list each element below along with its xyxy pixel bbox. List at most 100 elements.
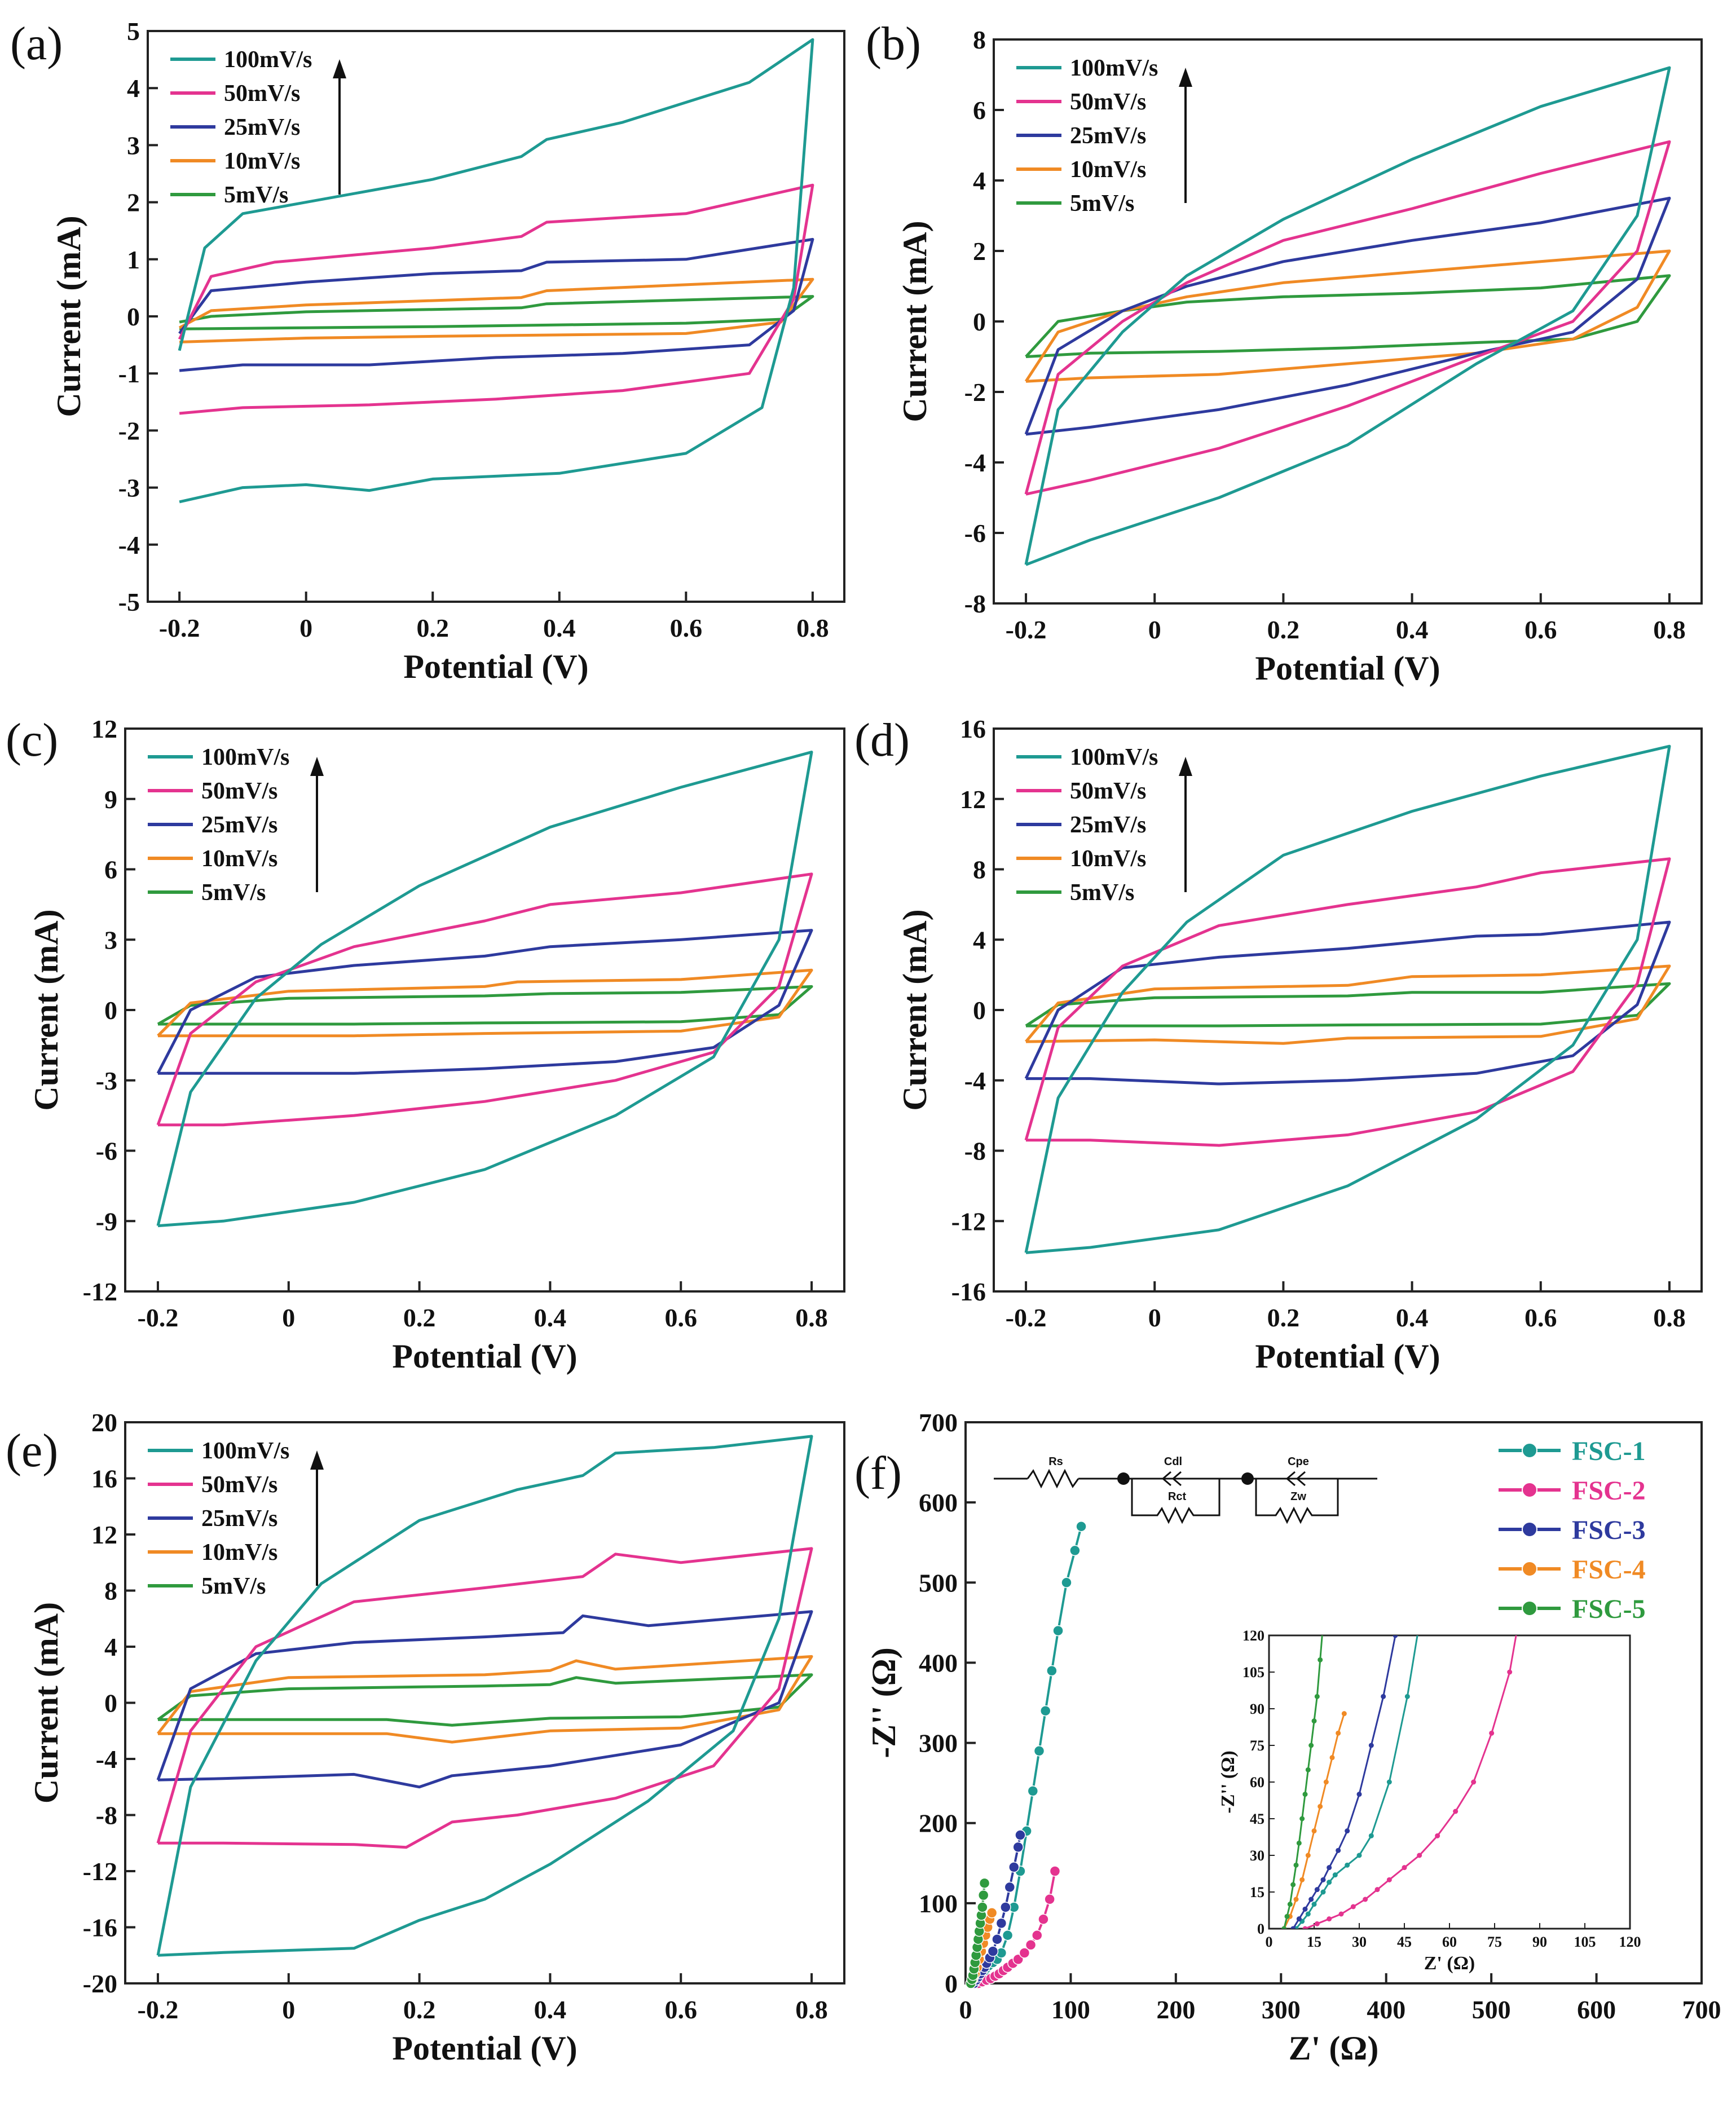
y-tick-label: 0 (973, 307, 986, 336)
y-tick-label: -3 (96, 1066, 117, 1095)
legend-label: 10mV/s (1070, 846, 1146, 872)
inset-line-FSC-5 (1283, 1635, 1323, 1929)
nyquist-point (977, 1889, 989, 1901)
legend-label: 5mV/s (1070, 191, 1134, 217)
inset-point (1363, 1897, 1368, 1902)
legend-label: 100mV/s (224, 47, 312, 73)
inset-point (1284, 1913, 1290, 1919)
y-tick-label: 8 (973, 855, 986, 884)
panel-label: (d) (854, 714, 910, 766)
legend-label: 100mV/s (201, 744, 289, 770)
inset-point (1522, 1584, 1527, 1589)
legend-label: 10mV/s (1070, 157, 1146, 183)
capacitor-cdl (1162, 1471, 1182, 1487)
y-tick-label: -4 (118, 531, 140, 559)
x-tick-label: 0.6 (670, 614, 703, 642)
inset-x-tick-label: 120 (1619, 1934, 1641, 1950)
inset-point (1287, 1902, 1293, 1907)
x-tick-label: 600 (1577, 1995, 1616, 2024)
inset-point (1356, 1853, 1362, 1858)
y-tick-label: 2 (127, 188, 140, 217)
x-axis-label: Potential (V) (392, 1338, 577, 1375)
x-tick-label: 0.6 (1524, 615, 1557, 644)
legend-label: 50mV/s (1070, 778, 1146, 804)
inset-point (1299, 1816, 1305, 1822)
y-axis-label: Current (mA) (28, 909, 65, 1110)
nyquist-point (1019, 1947, 1030, 1959)
x-tick-label: 700 (1682, 1995, 1721, 2024)
inset-point (1393, 1635, 1398, 1638)
inset-point (1329, 1755, 1335, 1761)
cv-curve-100mV/s (156, 751, 813, 1228)
arrow-head (1179, 68, 1192, 87)
inset-y-tick-label: 0 (1257, 1921, 1264, 1937)
cv-curve-50mV/s (178, 183, 814, 415)
cv-curve-10mV/s (157, 968, 813, 1038)
inset-point (1281, 1926, 1287, 1929)
inset-x-tick-label: 105 (1574, 1934, 1596, 1950)
inset-point (1311, 1902, 1317, 1907)
inset-point (1321, 1621, 1326, 1626)
nyquist-point (1044, 1894, 1055, 1905)
x-tick-label: 0 (299, 614, 312, 642)
inset-point (1356, 1792, 1362, 1797)
x-axis-label: Potential (V) (1255, 650, 1440, 687)
y-tick-label: 2 (973, 237, 986, 266)
x-tick-label: 300 (1262, 1995, 1301, 2024)
inset-point (1453, 1809, 1459, 1814)
y-tick-label: 8 (104, 1577, 117, 1606)
cv-curve-10mV/s (178, 277, 814, 343)
x-tick-label: 0.8 (1653, 1303, 1686, 1332)
legend-label: 25mV/s (201, 812, 277, 838)
inset-point (1368, 1833, 1374, 1838)
x-tick-label: 0.2 (403, 1995, 436, 2024)
plot-frame (964, 1421, 1703, 1984)
y-tick-label: 700 (919, 1408, 958, 1437)
y-tick-label: 6 (104, 855, 117, 884)
x-tick-label: -0.2 (1006, 1303, 1047, 1332)
y-tick-label: -8 (964, 1137, 986, 1166)
y-tick-label: -9 (96, 1207, 117, 1236)
nyquist-point (1049, 1866, 1061, 1877)
y-tick-label: 100 (919, 1889, 958, 1918)
inset-x-tick-label: 75 (1487, 1934, 1502, 1950)
inset-point (1305, 1767, 1311, 1772)
circuit-label: Rs (1048, 1456, 1063, 1468)
x-tick-label: 0.4 (1396, 1303, 1429, 1332)
x-tick-label: 0.8 (796, 614, 829, 642)
x-tick-label: 0.4 (543, 614, 576, 642)
legend-label: FSC-5 (1572, 1594, 1646, 1624)
nyquist-point (1033, 1745, 1045, 1757)
legend-label: 25mV/s (1070, 812, 1146, 838)
inset-point (1471, 1779, 1477, 1785)
inset-point (1405, 1572, 1410, 1577)
nyquist-point (1076, 1521, 1087, 1532)
inset-point (1332, 1872, 1338, 1878)
y-tick-label: 0 (104, 996, 117, 1025)
cv-curve-25mV/s (178, 237, 814, 372)
inset-point (1489, 1730, 1495, 1736)
inset-x-axis-label: Z' (Ω) (1424, 1953, 1475, 1974)
legend-label: FSC-1 (1572, 1436, 1646, 1466)
cv-curve-25mV/s (156, 929, 813, 1075)
y-tick-label: 0 (945, 1969, 958, 1998)
legend-label: 5mV/s (201, 880, 266, 906)
nyquist-point (1046, 1665, 1058, 1677)
y-tick-label: -6 (964, 519, 986, 548)
cv-curve-100mV/s (156, 1435, 813, 1957)
nyquist-point (1039, 1705, 1051, 1717)
y-tick-label: 400 (919, 1648, 958, 1677)
resistor-rs (1026, 1468, 1080, 1489)
inset-point (1308, 1743, 1314, 1748)
y-tick-label: 600 (919, 1488, 958, 1517)
y-tick-label: 3 (104, 925, 117, 954)
inset-point (1318, 1657, 1323, 1662)
legend-label: FSC-2 (1572, 1476, 1646, 1506)
legend-label: 100mV/s (1070, 55, 1158, 81)
circuit-label: Cpe (1288, 1456, 1309, 1468)
legend-label: 10mV/s (201, 846, 277, 872)
legend-label: 10mV/s (201, 1540, 277, 1565)
y-tick-label: 4 (127, 74, 140, 103)
y-tick-label: -4 (964, 448, 986, 477)
